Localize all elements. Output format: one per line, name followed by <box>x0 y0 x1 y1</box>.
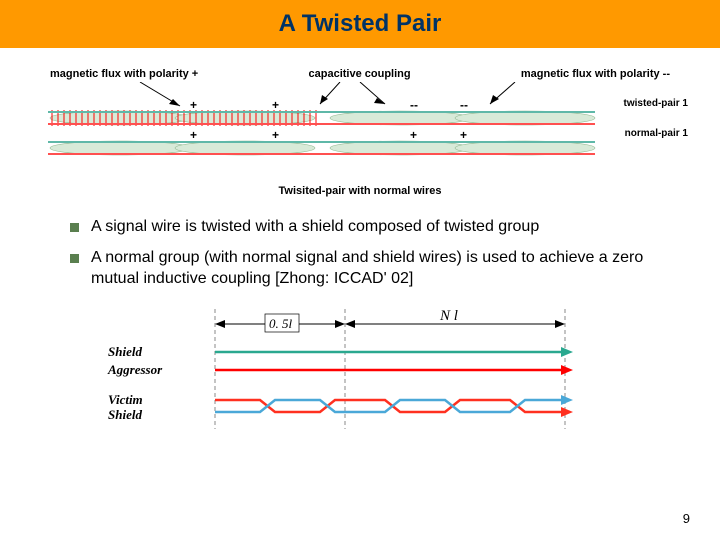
label-twisted-pair: twisted-pair 1 <box>624 98 688 109</box>
title-bar: A Twisted Pair <box>0 0 720 48</box>
svg-text:--: -- <box>460 98 468 112</box>
bullet-icon <box>70 223 79 232</box>
label-victim: Victim <box>108 392 143 408</box>
label-shield-bottom: Shield <box>108 407 142 423</box>
bullet-item: A signal wire is twisted with a shield c… <box>70 217 660 238</box>
bullet-text: A normal group (with normal signal and s… <box>91 248 660 290</box>
top-diagram: magnetic flux with polarity + capacitive… <box>40 68 680 197</box>
svg-text:+: + <box>460 128 467 142</box>
svg-text:N l: N l <box>439 308 458 324</box>
bottom-diagram: 0. 5l N l Shield Aggressor Victim Shield <box>110 304 610 449</box>
svg-text:+: + <box>410 128 417 142</box>
bullet-item: A normal group (with normal signal and s… <box>70 248 660 290</box>
bullet-list: A signal wire is twisted with a shield c… <box>70 217 660 289</box>
label-capacitive: capacitive coupling <box>309 68 411 80</box>
svg-text:+: + <box>190 128 197 142</box>
label-flux-minus: magnetic flux with polarity -- <box>521 68 670 80</box>
bottom-diagram-svg: 0. 5l N l <box>110 304 610 444</box>
bullet-icon <box>70 254 79 263</box>
label-flux-plus: magnetic flux with polarity + <box>50 68 198 80</box>
svg-text:+: + <box>272 98 279 112</box>
label-aggressor: Aggressor <box>108 362 162 378</box>
svg-text:+: + <box>190 98 197 112</box>
svg-text:--: -- <box>410 98 418 112</box>
top-diagram-caption: Twisited-pair with normal wires <box>40 185 680 197</box>
svg-text:0. 5l: 0. 5l <box>269 316 293 331</box>
bullet-text: A signal wire is twisted with a shield c… <box>91 217 539 238</box>
svg-text:+: + <box>272 128 279 142</box>
top-diagram-svg: + + -- -- + + + + <box>40 82 680 172</box>
slide-title: A Twisted Pair <box>279 10 442 38</box>
label-normal-pair: normal-pair 1 <box>625 128 688 139</box>
label-shield-top: Shield <box>108 344 142 360</box>
page-number: 9 <box>683 511 690 526</box>
top-diagram-labels: magnetic flux with polarity + capacitive… <box>40 68 680 82</box>
